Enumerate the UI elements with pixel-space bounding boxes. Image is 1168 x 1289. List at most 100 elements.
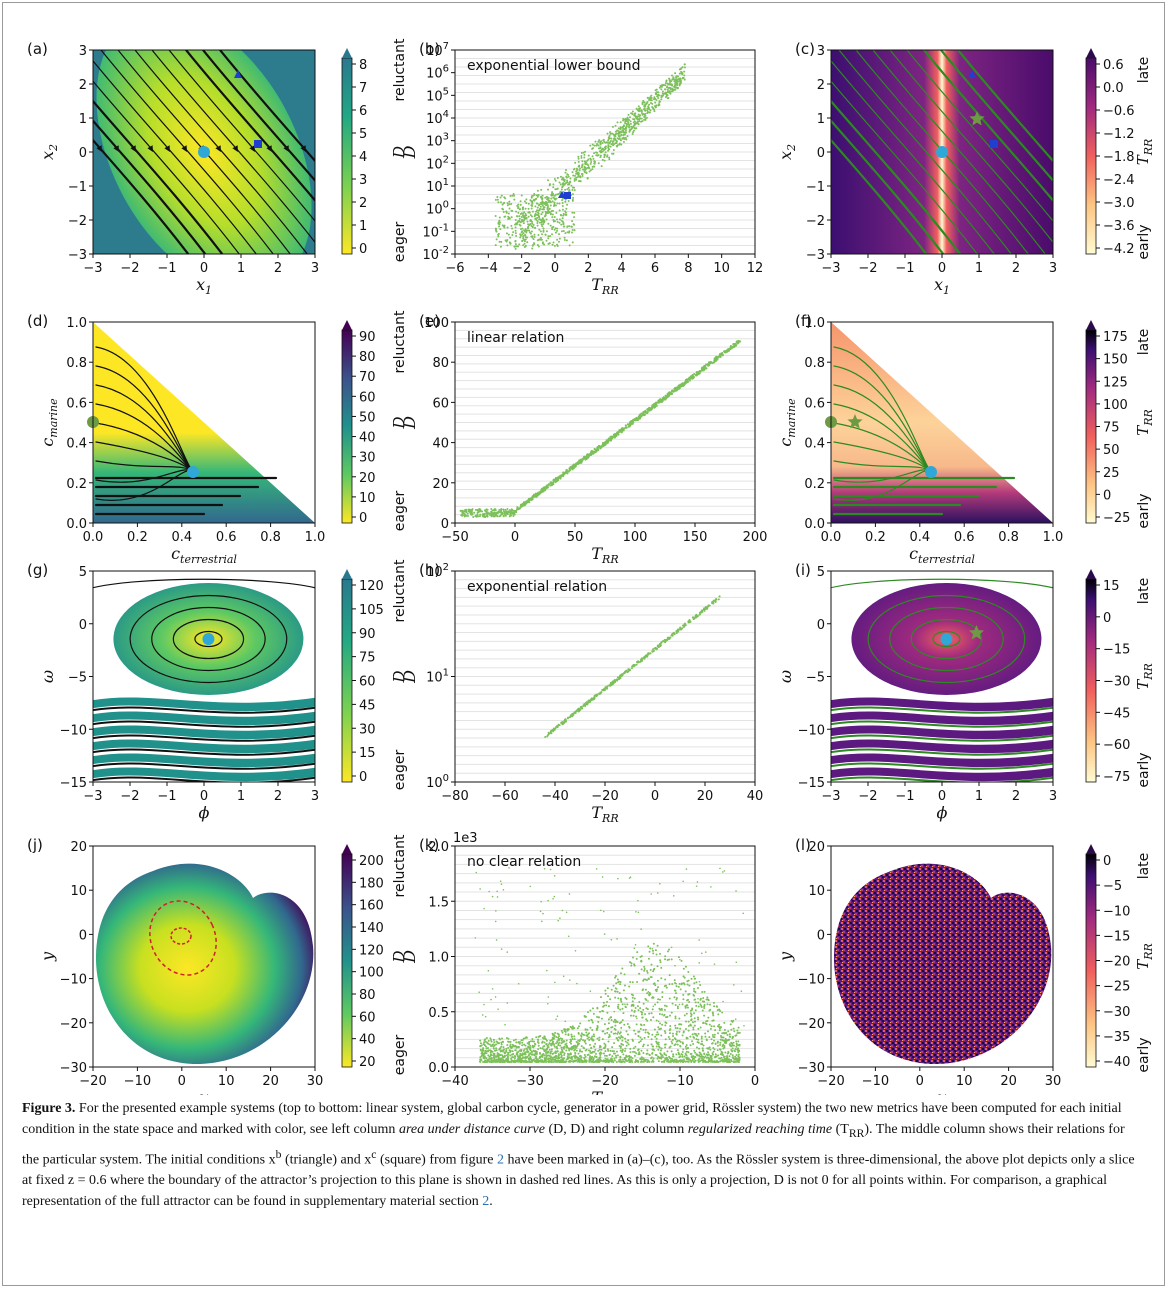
scatter-point (529, 1057, 532, 1060)
scatter-point (705, 1038, 708, 1041)
square-marker-xc (564, 192, 571, 199)
panel-d-plot-area (87, 322, 315, 523)
scatter-point (577, 1025, 580, 1028)
scatter-point (563, 183, 566, 186)
scatter-point (510, 514, 513, 517)
scatter-point (678, 78, 681, 81)
scatter-point (642, 99, 645, 102)
scatter-point (650, 1038, 653, 1041)
scatter-point (559, 1051, 562, 1054)
scatter-point (586, 176, 589, 179)
panel-h: exponential relation−80 −60 −40 −20 0 20 40102… (400, 561, 763, 825)
scatter-point (601, 158, 604, 161)
colorbar-tick-label: −1.2 (1103, 127, 1135, 142)
scatter-point (597, 1049, 600, 1052)
scatter-point (608, 156, 611, 159)
x-tick-label: 0.4 (909, 530, 930, 545)
scatter-point (633, 124, 636, 127)
x-axis-label: x (199, 1088, 208, 1095)
scatter-point (625, 127, 628, 130)
colorbar-symbol-text: D (390, 670, 408, 683)
scatter-point (494, 512, 497, 515)
scatter-point (578, 169, 581, 172)
x-tick-label: −80 (441, 789, 468, 804)
scatter-point (623, 973, 626, 976)
scatter-point (537, 234, 540, 237)
scatter-point (673, 80, 676, 83)
scatter-point (664, 1031, 667, 1034)
scatter-point (550, 1048, 553, 1051)
y-tick-label: −5 (806, 671, 825, 686)
scatter-point (563, 1054, 566, 1057)
scatter-point (539, 230, 542, 233)
scatter-point (541, 233, 544, 236)
scatter-point (486, 1041, 489, 1044)
y-tick-label-base: 10 (422, 225, 439, 240)
scatter-point (673, 1037, 676, 1040)
scatter-point (661, 996, 664, 999)
scatter-point (597, 144, 600, 147)
scatter-point (633, 1051, 636, 1054)
scatter-point (725, 350, 728, 353)
scatter-point (572, 223, 575, 226)
scatter-point (602, 1052, 605, 1055)
y-tick-label: 104 (426, 109, 449, 127)
scatter-point (484, 1040, 487, 1043)
scatter-point (659, 84, 662, 87)
colorbar-symbol-text: D (390, 146, 408, 159)
scatter-point (635, 416, 638, 420)
scatter-point (537, 245, 540, 248)
scatter-point (609, 145, 612, 148)
scatter-point (666, 90, 669, 93)
y-tick-label-base: 10 (426, 157, 443, 172)
colorbar-top-word: late (1136, 578, 1152, 605)
scatter-point (523, 214, 526, 217)
scatter-point (579, 167, 582, 170)
scatter-point (711, 1042, 714, 1045)
scatter-point (587, 1036, 590, 1039)
scatter-point (639, 1040, 642, 1043)
colorbar-symbol-main: T (1134, 679, 1152, 690)
scatter-point (541, 211, 544, 214)
scatter-point (603, 442, 606, 446)
x-axis-label-text: x (199, 1088, 208, 1095)
scatter-point (615, 679, 618, 682)
y-tick-label-exp: 1 (443, 177, 449, 188)
scatter-point (528, 231, 531, 234)
colorbar-tick-label: 180 (359, 876, 384, 891)
scatter-point (681, 1034, 684, 1037)
streamline (906, 50, 1053, 222)
x-tick-label: 1 (975, 261, 983, 276)
scatter-point (530, 1053, 533, 1056)
scatter-point (685, 1012, 688, 1015)
scatter-point (513, 512, 516, 515)
scatter-point (577, 171, 580, 174)
y-tick-label-base: 10 (426, 180, 443, 195)
scatter-point (575, 178, 578, 181)
scatter-point (676, 1043, 679, 1046)
scatter-point (666, 1015, 669, 1018)
scatter-point (534, 205, 537, 208)
scatter-point (683, 74, 686, 77)
scatter-point (492, 509, 495, 512)
scatter-point (623, 118, 626, 121)
scatter-point (585, 171, 588, 174)
scatter-point (582, 704, 585, 707)
scatter-point (553, 728, 556, 731)
scatter-point (508, 207, 511, 210)
y-tick-label-base: 10 (426, 135, 443, 150)
scatter-point (562, 184, 565, 187)
scatter-point (499, 196, 502, 199)
x-tick-label: −2 (858, 261, 877, 276)
scatter-point (611, 683, 614, 686)
scatter-point (476, 509, 479, 512)
colorbar-tick-label: 20 (359, 471, 376, 486)
colorbar-symbol: D (390, 146, 408, 159)
scatter-point (612, 1050, 615, 1053)
scatter-point (531, 1044, 534, 1047)
scatter-point (652, 404, 656, 407)
scatter-point (701, 991, 704, 994)
scatter-point (502, 514, 505, 517)
y-tick-label-base: 10 (426, 67, 443, 82)
colorbar-tick-label: 175 (1103, 330, 1128, 345)
